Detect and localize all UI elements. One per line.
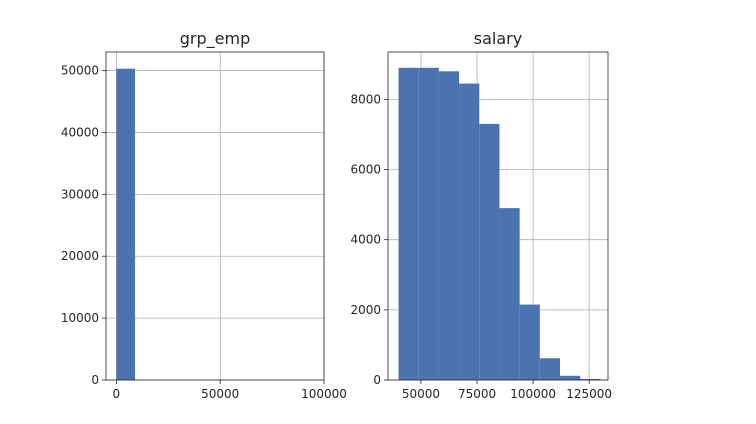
histogram-bar [519, 304, 540, 380]
y-tick-label: 10000 [61, 311, 99, 325]
x-tick-label: 75000 [458, 387, 496, 401]
histogram-bar [398, 67, 419, 380]
x-tick-label: 100000 [510, 387, 556, 401]
y-tick-label: 40000 [61, 125, 99, 139]
histogram-bar [539, 358, 561, 380]
x-tick-label: 100000 [301, 387, 347, 401]
y-tick-label: 50000 [61, 64, 99, 78]
x-tick-label: 125000 [566, 387, 612, 401]
histogram-bar [580, 378, 601, 380]
axes-frame [387, 51, 609, 381]
histogram-bar [459, 83, 480, 380]
y-tick-label: 6000 [350, 163, 381, 177]
axes-frame [105, 51, 325, 381]
histogram-salary: 50000 75000 100000 125000 0 2000 4000 6000 8000 s… [350, 29, 612, 401]
y-tick-label: 8000 [350, 92, 381, 106]
y-tick-label: 30000 [61, 187, 99, 201]
x-tick-label: 50000 [402, 387, 440, 401]
chart-title: salary [474, 29, 522, 48]
y-tick-label: 0 [373, 373, 381, 387]
chart-title: grp_emp [180, 29, 250, 49]
histogram-grp-emp: 0 50000 100000 0 10000 20000 30000 40000 50000 gr… [61, 29, 347, 401]
x-tick-label: 50000 [201, 387, 239, 401]
y-tick-label: 0 [91, 373, 99, 387]
histogram-bar [418, 67, 439, 380]
x-tick-label: 0 [113, 387, 121, 401]
histogram-bar [560, 375, 581, 380]
histogram-bar [499, 208, 520, 380]
plot-area [106, 52, 324, 380]
histogram-bar [479, 123, 500, 381]
y-tick-label: 2000 [350, 303, 381, 317]
y-tick-label: 20000 [61, 249, 99, 263]
histogram-bar [116, 68, 136, 380]
y-tick-label: 4000 [350, 233, 381, 247]
histogram-bar [438, 71, 460, 380]
